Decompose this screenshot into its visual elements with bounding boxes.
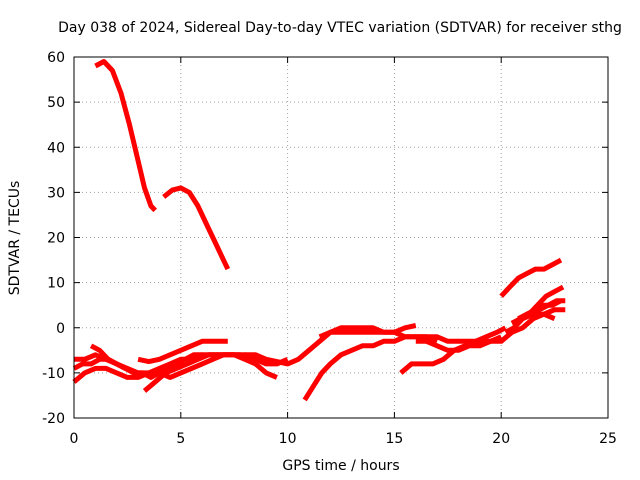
- data-series: [72, 59, 566, 402]
- y-tick-label: 50: [47, 95, 65, 111]
- grid: [74, 57, 608, 418]
- x-tick-label: 5: [176, 431, 185, 447]
- series-track-2: [162, 185, 231, 271]
- series-track-8: [142, 352, 241, 393]
- y-axis-label: SDTVAR / TECUs: [7, 181, 23, 296]
- x-axis-label: GPS time / hours: [282, 458, 399, 474]
- x-tick-label: 20: [492, 431, 510, 447]
- chart-title: Day 038 of 2024, Sidereal Day-to-day VTE…: [58, 20, 622, 36]
- x-tick-label: 15: [385, 431, 403, 447]
- series-track-14: [499, 257, 563, 298]
- y-tick-label: 30: [47, 185, 65, 201]
- series-track-3: [72, 352, 289, 384]
- y-tick-label: 60: [47, 50, 65, 66]
- series-track-6: [89, 343, 203, 380]
- y-tick-label: -10: [42, 366, 65, 382]
- y-tick-label: 10: [47, 276, 65, 292]
- y-tick-label: 40: [47, 140, 65, 156]
- x-tick-label: 0: [70, 431, 79, 447]
- series-track-7: [137, 338, 228, 365]
- y-tick-label: 20: [47, 231, 65, 247]
- y-tick-label: -20: [42, 411, 65, 427]
- series-track-10: [302, 334, 503, 402]
- series-track-1: [94, 59, 158, 213]
- y-tick-label: 0: [56, 321, 65, 337]
- axis-ticks: 0 5 10 15 20 25 -20 -10 0 10 20 30 40 50 60: [42, 50, 617, 447]
- series-track-11: [318, 323, 417, 340]
- x-tick-label: 10: [279, 431, 297, 447]
- x-tick-label: 25: [599, 431, 617, 447]
- series-track-18: [510, 311, 556, 326]
